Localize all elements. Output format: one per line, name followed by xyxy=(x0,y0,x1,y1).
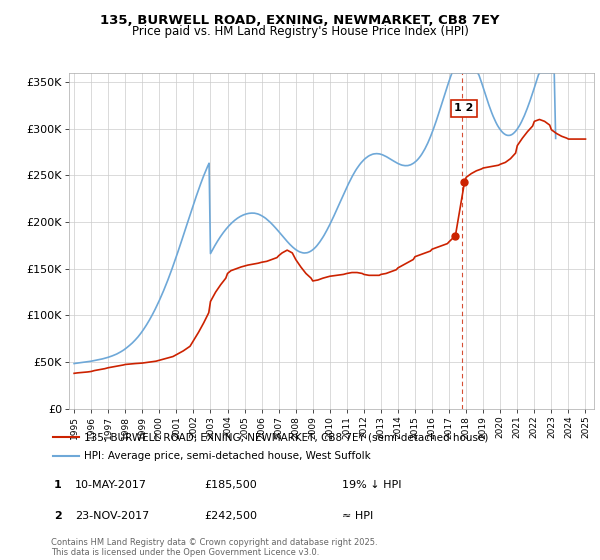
Text: 1 2: 1 2 xyxy=(454,103,473,113)
Text: ≈ HPI: ≈ HPI xyxy=(342,511,373,521)
Text: 10-MAY-2017: 10-MAY-2017 xyxy=(75,480,147,490)
Text: Price paid vs. HM Land Registry's House Price Index (HPI): Price paid vs. HM Land Registry's House … xyxy=(131,25,469,38)
Text: £242,500: £242,500 xyxy=(204,511,257,521)
Text: 2: 2 xyxy=(54,511,61,521)
Text: 23-NOV-2017: 23-NOV-2017 xyxy=(75,511,149,521)
Text: Contains HM Land Registry data © Crown copyright and database right 2025.
This d: Contains HM Land Registry data © Crown c… xyxy=(51,538,377,557)
Text: 135, BURWELL ROAD, EXNING, NEWMARKET, CB8 7EY (semi-detached house): 135, BURWELL ROAD, EXNING, NEWMARKET, CB… xyxy=(84,432,488,442)
Text: HPI: Average price, semi-detached house, West Suffolk: HPI: Average price, semi-detached house,… xyxy=(84,451,371,461)
Text: £185,500: £185,500 xyxy=(204,480,257,490)
Text: 19% ↓ HPI: 19% ↓ HPI xyxy=(342,480,401,490)
Text: 135, BURWELL ROAD, EXNING, NEWMARKET, CB8 7EY: 135, BURWELL ROAD, EXNING, NEWMARKET, CB… xyxy=(100,14,500,27)
Text: 1: 1 xyxy=(54,480,61,490)
